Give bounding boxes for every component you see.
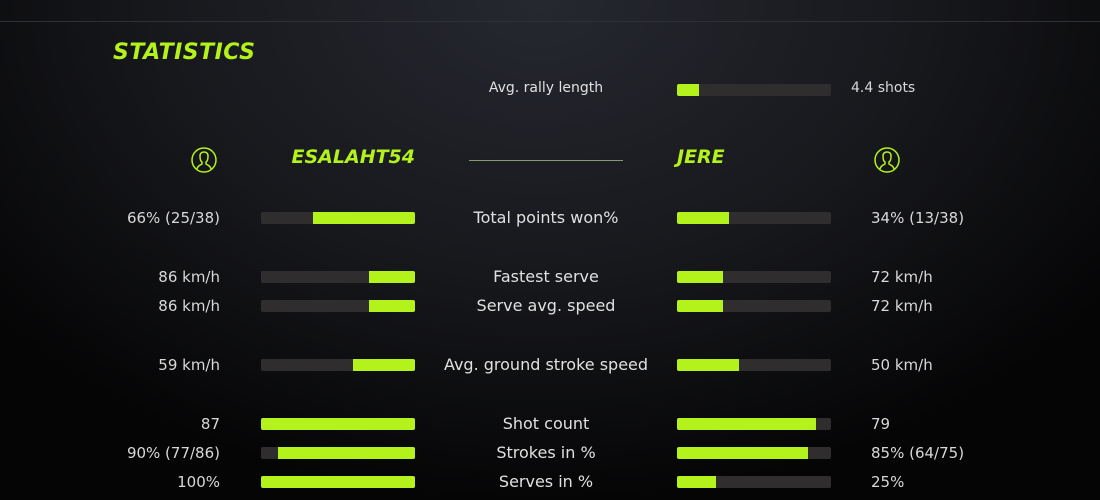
top-divider — [0, 21, 1100, 22]
stat-right-value: 34% (13/38) — [871, 209, 965, 227]
stat-left-value: 66% (25/38) — [126, 209, 220, 227]
stat-right-bar — [677, 447, 831, 459]
stat-left-bar-fill — [368, 300, 415, 312]
stat-right-value: 72 km/h — [871, 268, 933, 286]
stat-right-value: 85% (64/75) — [871, 444, 965, 462]
stat-right-bar — [677, 271, 831, 283]
user-icon — [874, 147, 900, 173]
stat-left-bar-fill — [313, 212, 415, 224]
stat-left-value: 86 km/h — [158, 268, 220, 286]
stat-right-value: 25% — [871, 473, 905, 491]
stat-right-bar-fill — [677, 212, 730, 224]
stat-right-bar — [677, 476, 831, 488]
rally-value: 4.4 shots — [851, 80, 916, 96]
stat-left-bar — [261, 300, 415, 312]
stat-right-bar — [677, 359, 831, 371]
header-divider — [469, 160, 623, 161]
stat-label: Shot count — [502, 414, 590, 433]
stat-right-bar — [677, 212, 831, 224]
stat-right-bar — [677, 418, 831, 430]
stat-right-bar-fill — [677, 271, 724, 283]
stat-left-bar — [261, 212, 415, 224]
stat-left-bar-fill — [277, 447, 415, 459]
stat-label: Fastest serve — [493, 267, 599, 286]
stat-left-value: 100% — [177, 473, 220, 491]
stat-left-bar-fill — [261, 418, 415, 430]
stat-right-bar-fill — [677, 418, 816, 430]
stat-left-value: 86 km/h — [158, 297, 220, 315]
stat-left-bar-fill — [368, 271, 415, 283]
page-title: STATISTICS — [113, 40, 256, 65]
player-right-name: JERE — [677, 146, 725, 168]
stat-left-value: 87 — [200, 415, 220, 433]
stat-label: Strokes in % — [496, 443, 596, 462]
stat-right-bar-fill — [677, 300, 724, 312]
stat-left-bar-fill — [261, 476, 415, 488]
stat-label: Serve avg. speed — [476, 296, 616, 315]
stat-left-bar — [261, 359, 415, 371]
stat-right-value: 79 — [871, 415, 891, 433]
stat-label: Total points won% — [473, 208, 619, 227]
stat-left-bar — [261, 447, 415, 459]
stat-label: Serves in % — [498, 472, 594, 491]
stat-right-value: 50 km/h — [871, 356, 933, 374]
stat-right-bar-fill — [677, 447, 808, 459]
stat-left-bar — [261, 476, 415, 488]
stat-left-bar — [261, 271, 415, 283]
stat-right-bar-fill — [677, 476, 716, 488]
stat-right-bar-fill — [677, 359, 739, 371]
stat-right-value: 72 km/h — [871, 297, 933, 315]
rally-label: Avg. rally length — [488, 80, 604, 96]
stat-left-bar-fill — [353, 359, 415, 371]
stat-left-bar — [261, 418, 415, 430]
stat-left-value: 90% (77/86) — [126, 444, 220, 462]
rally-bar-fill — [677, 84, 699, 96]
stat-right-bar — [677, 300, 831, 312]
player-left-name: ESALAHT54 — [291, 146, 415, 168]
rally-bar — [677, 84, 831, 96]
user-icon — [191, 147, 217, 173]
stat-left-value: 59 km/h — [158, 356, 220, 374]
stat-label: Avg. ground stroke speed — [443, 355, 649, 374]
